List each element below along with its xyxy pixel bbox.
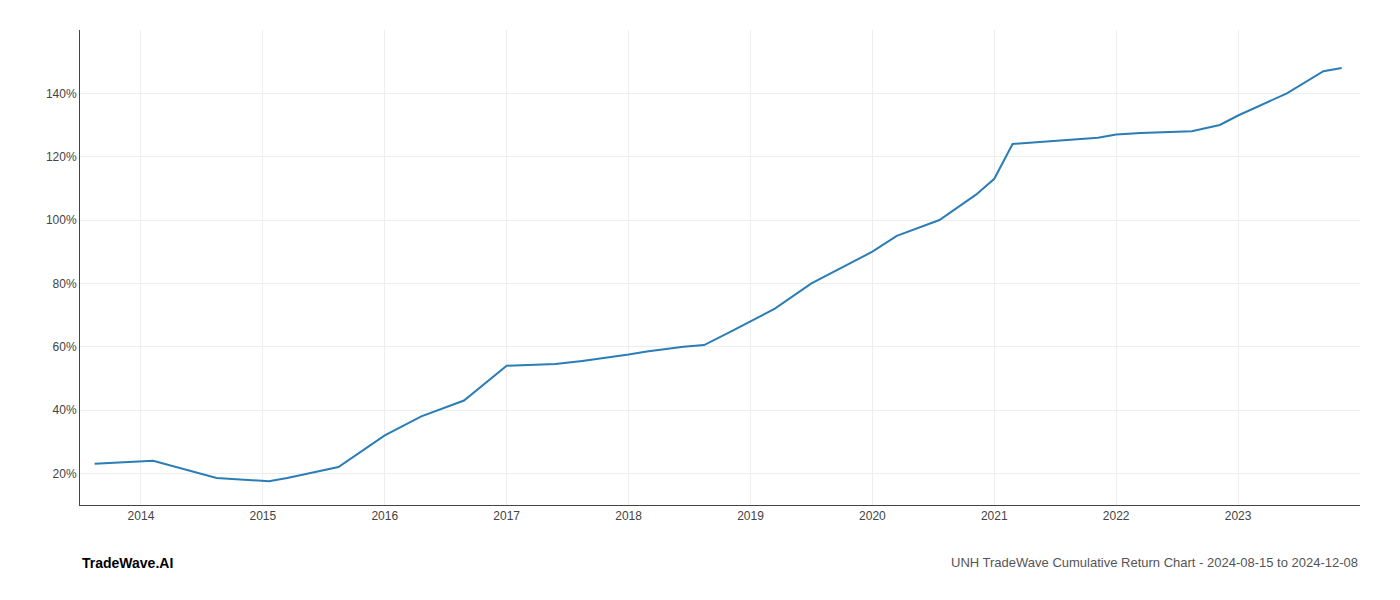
svg-text:TradeWave.AI: TradeWave.AI	[82, 555, 173, 571]
svg-text:100%: 100%	[46, 213, 77, 227]
svg-text:2015: 2015	[250, 509, 277, 523]
svg-text:2014: 2014	[128, 509, 155, 523]
svg-text:2023: 2023	[1225, 509, 1252, 523]
svg-text:2018: 2018	[615, 509, 642, 523]
svg-text:80%: 80%	[53, 277, 77, 291]
svg-text:2021: 2021	[981, 509, 1008, 523]
svg-text:2019: 2019	[737, 509, 764, 523]
svg-text:40%: 40%	[53, 403, 77, 417]
svg-text:60%: 60%	[53, 340, 77, 354]
svg-text:20%: 20%	[53, 467, 77, 481]
svg-text:UNH TradeWave Cumulative Retur: UNH TradeWave Cumulative Return Chart - …	[951, 555, 1358, 570]
svg-text:120%: 120%	[46, 150, 77, 164]
svg-text:2017: 2017	[493, 509, 520, 523]
svg-text:2022: 2022	[1103, 509, 1130, 523]
svg-text:2016: 2016	[371, 509, 398, 523]
svg-text:140%: 140%	[46, 87, 77, 101]
svg-text:2020: 2020	[859, 509, 886, 523]
